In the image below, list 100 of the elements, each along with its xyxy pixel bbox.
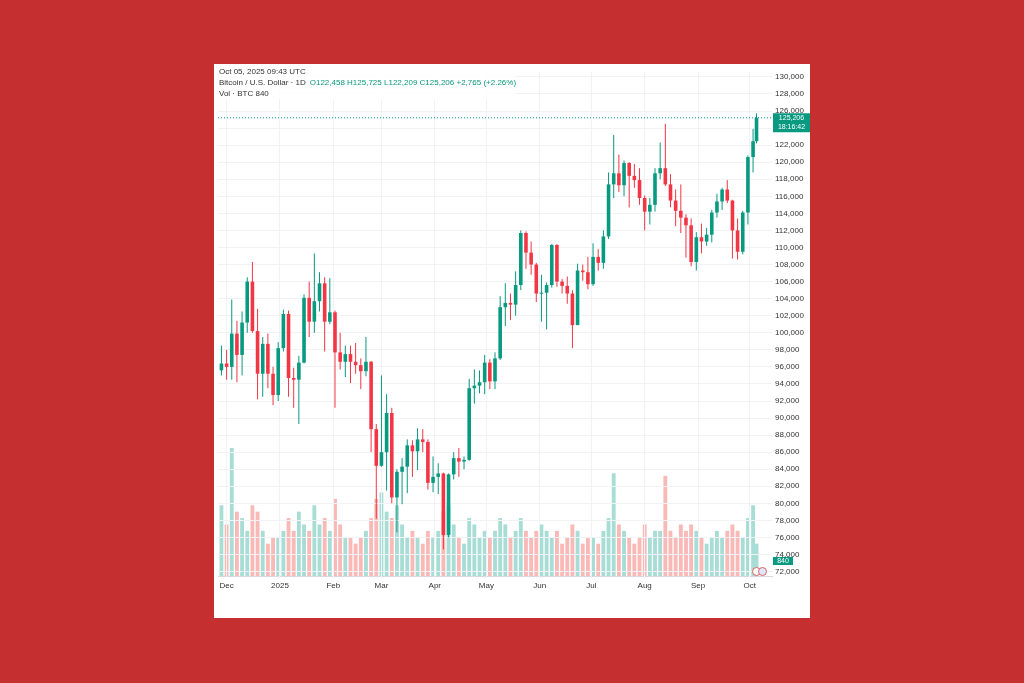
- candlestick: [451, 451, 456, 480]
- y-tick-label: 74,000: [775, 549, 801, 559]
- y-tick-label: 98,000: [775, 345, 801, 355]
- bar: [327, 530, 332, 576]
- bar: [575, 530, 580, 576]
- annotation: Vol · BTC 840: [219, 88, 270, 99]
- candlestick: [235, 320, 239, 383]
- bar: [663, 475, 668, 576]
- candlestick: [596, 248, 601, 272]
- y-tick-label: 106,000: [775, 276, 805, 286]
- candlestick: [617, 154, 621, 193]
- bar: [307, 530, 312, 576]
- bar: [240, 518, 245, 576]
- candlestick: [684, 213, 688, 259]
- y-tick-label: 110,000: [775, 242, 804, 252]
- y-tick-label: 112,000: [775, 225, 804, 235]
- bar: [291, 530, 296, 576]
- candlestick: [328, 277, 332, 325]
- y-tick-label: 102,000: [775, 310, 805, 320]
- bar: [322, 518, 327, 576]
- candlestick: [291, 367, 296, 409]
- y-tick-label: 128,000: [775, 89, 805, 99]
- y-tick-label: 120,000: [775, 157, 805, 167]
- y-tick-label: 84,000: [775, 464, 801, 474]
- y-tick-label: 118,000: [775, 174, 804, 184]
- y-tick-label: 108,000: [775, 259, 805, 269]
- candlestick: [658, 142, 662, 180]
- candlestick: [679, 183, 683, 234]
- bar: [260, 530, 265, 576]
- x-tick-label: Aug: [637, 581, 652, 591]
- candlestick: [493, 351, 497, 390]
- bar: [627, 537, 632, 576]
- bar: [451, 524, 456, 576]
- x-tick-label: Sep: [690, 581, 706, 591]
- bar: [410, 530, 415, 576]
- x-tick-label: Apr: [428, 581, 442, 591]
- candlestick: [560, 278, 564, 295]
- bar: [312, 505, 317, 576]
- bar: [235, 511, 239, 576]
- bar: [601, 530, 606, 576]
- bar: [281, 530, 286, 576]
- bar: [585, 537, 590, 576]
- bar: [611, 473, 616, 576]
- candlestick: [420, 428, 425, 453]
- y-tick-label: 104,000: [775, 293, 805, 303]
- bar: [384, 511, 389, 576]
- x-tick-label: 2025: [271, 581, 290, 591]
- bar: [616, 524, 621, 576]
- candlestick: [586, 256, 590, 290]
- y-tick-label: 86,000: [775, 447, 801, 457]
- candlestick: [359, 357, 363, 390]
- candlestick: [462, 455, 466, 470]
- candlestick: [224, 349, 229, 381]
- y-tick-label: 122,000: [775, 140, 805, 150]
- candlestick: [627, 161, 631, 208]
- candlestick: [338, 332, 342, 370]
- y-tick-label: 94,000: [775, 379, 801, 389]
- bar: [694, 530, 699, 576]
- candlestick: [436, 462, 441, 495]
- y-tick-label: 88,000: [775, 430, 801, 440]
- x-tick-label: Jul: [586, 581, 597, 591]
- bar: [229, 448, 234, 576]
- bar: [518, 518, 523, 576]
- y-tick-label: 90,000: [775, 413, 801, 423]
- bar: [596, 543, 601, 576]
- y-tick-label: 116,000: [775, 191, 804, 201]
- bar: [389, 518, 394, 576]
- candlestick: [431, 455, 435, 493]
- x-tick-label: Mar: [374, 581, 389, 591]
- candlestick: [405, 438, 410, 494]
- bar: [436, 530, 441, 576]
- x-tick-label: Oct: [743, 581, 757, 591]
- bar: [255, 511, 260, 576]
- candlestick: [488, 358, 492, 390]
- text: Bitcoin / U.S. Dollar · 1D: [219, 78, 306, 87]
- candlestick: [477, 369, 482, 394]
- candlestick: [400, 457, 404, 505]
- candlestick: [364, 336, 368, 377]
- y-tick-label: 96,000: [775, 362, 801, 372]
- y-tick-label: 78,000: [775, 515, 801, 525]
- candlestick: [565, 275, 570, 305]
- y-tick-label: 130,000: [775, 72, 805, 82]
- candlestick: [307, 281, 311, 338]
- x-tick-label: May: [478, 581, 494, 591]
- candlestick: [720, 187, 724, 211]
- candlestick: [725, 179, 730, 204]
- bar: [425, 530, 430, 576]
- candlestick: [648, 197, 652, 225]
- annotation: Oct 05, 2025 09:43 UTC: [219, 66, 307, 77]
- y-tick-label: 92,000: [775, 396, 801, 406]
- text: O122,458 H125,725 L122,209 C125,206 +2,765 (+2.26%): [309, 78, 517, 87]
- candlestick: [622, 160, 626, 197]
- y-tick-label: 80,000: [775, 498, 801, 508]
- candlestick: [297, 355, 301, 425]
- candlestick: [508, 293, 513, 321]
- y-tick-label: 76,000: [775, 532, 801, 542]
- candlestick: [709, 209, 714, 243]
- x-tick-label: Feb: [326, 581, 341, 591]
- bar: [250, 505, 255, 576]
- bar: [456, 537, 461, 576]
